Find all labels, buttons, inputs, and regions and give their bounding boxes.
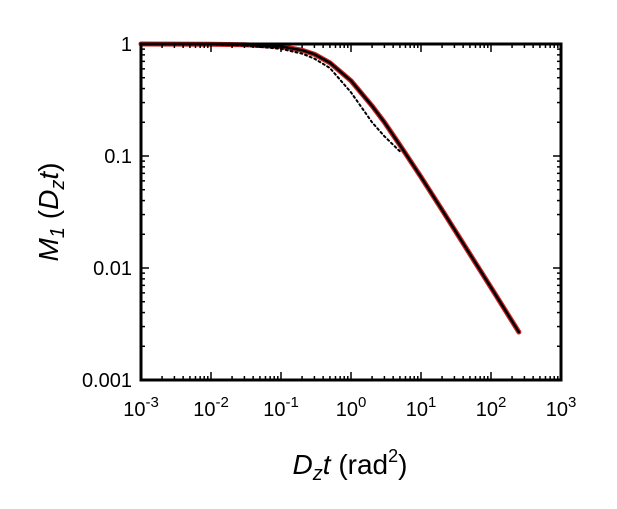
x-tick-label-base: 10: [123, 399, 145, 421]
y-tick-labels: 1 0.1 0.01 0.001: [82, 34, 132, 392]
x-tick-label-base: 10: [336, 399, 358, 421]
y-tick-label: 0.1: [104, 146, 132, 168]
series-line-black: [139, 42, 521, 334]
x-axis-title-t: t: [323, 449, 332, 480]
x-tick-label: 102: [476, 394, 507, 421]
x-tick-label-exponent: 1: [428, 394, 436, 411]
x-tick-label-exponent: -3: [145, 394, 158, 411]
x-tick-label: 100: [336, 394, 367, 421]
y-axis-title: M1 (Dzt): [33, 163, 69, 262]
x-tick-label-exponent: 2: [498, 394, 506, 411]
x-tick-label-base: 10: [546, 399, 568, 421]
x-axis-title-close: ): [398, 449, 407, 480]
y-axis-title-sub: 1: [47, 227, 69, 238]
plot-frame: [139, 42, 563, 382]
tick-layer: [140, 43, 562, 381]
x-tick-label: 101: [406, 394, 437, 421]
x-axis-title-unit: (rad: [331, 449, 389, 480]
y-tick-label: 0.001: [82, 370, 132, 392]
y-axis-title-open: (: [33, 209, 64, 227]
y-axis-title-dsub: z: [47, 180, 69, 191]
x-tick-label-base: 10: [406, 399, 428, 421]
x-axis-title-d: D: [293, 449, 313, 480]
x-tick-label: 103: [546, 394, 577, 421]
x-axis-title-sup: 2: [388, 446, 398, 466]
series-layer: [138, 41, 522, 335]
series-line-dotted: [140, 43, 401, 153]
x-tick-label-base: 10: [193, 399, 215, 421]
x-tick-labels: 10-3 10-2 10-1 100 101 102 103: [123, 394, 576, 421]
y-axis-title-d: D: [33, 190, 64, 210]
x-tick-label: 10-2: [193, 394, 229, 421]
x-tick-label: 10-1: [263, 394, 299, 421]
y-tick-label: 0.01: [93, 258, 132, 280]
x-tick-label-exponent: -1: [285, 394, 298, 411]
y-axis-title-main: M: [33, 237, 64, 261]
x-tick-label-base: 10: [476, 399, 498, 421]
plot-area: [138, 41, 563, 382]
x-axis-title-dsub: z: [312, 463, 323, 485]
x-axis-title: Dzt (rad2): [293, 446, 408, 485]
y-axis-title-t: t: [33, 171, 64, 180]
y-tick-label: 1: [121, 34, 132, 56]
x-tick-label-exponent: 0: [358, 394, 366, 411]
y-axis-title-close: ): [33, 163, 64, 172]
series-line-red: [138, 41, 522, 335]
x-tick-label-exponent: -2: [215, 394, 228, 411]
x-tick-label-exponent: 3: [568, 394, 576, 411]
x-tick-label: 10-3: [123, 394, 159, 421]
x-tick-label-base: 10: [263, 399, 285, 421]
